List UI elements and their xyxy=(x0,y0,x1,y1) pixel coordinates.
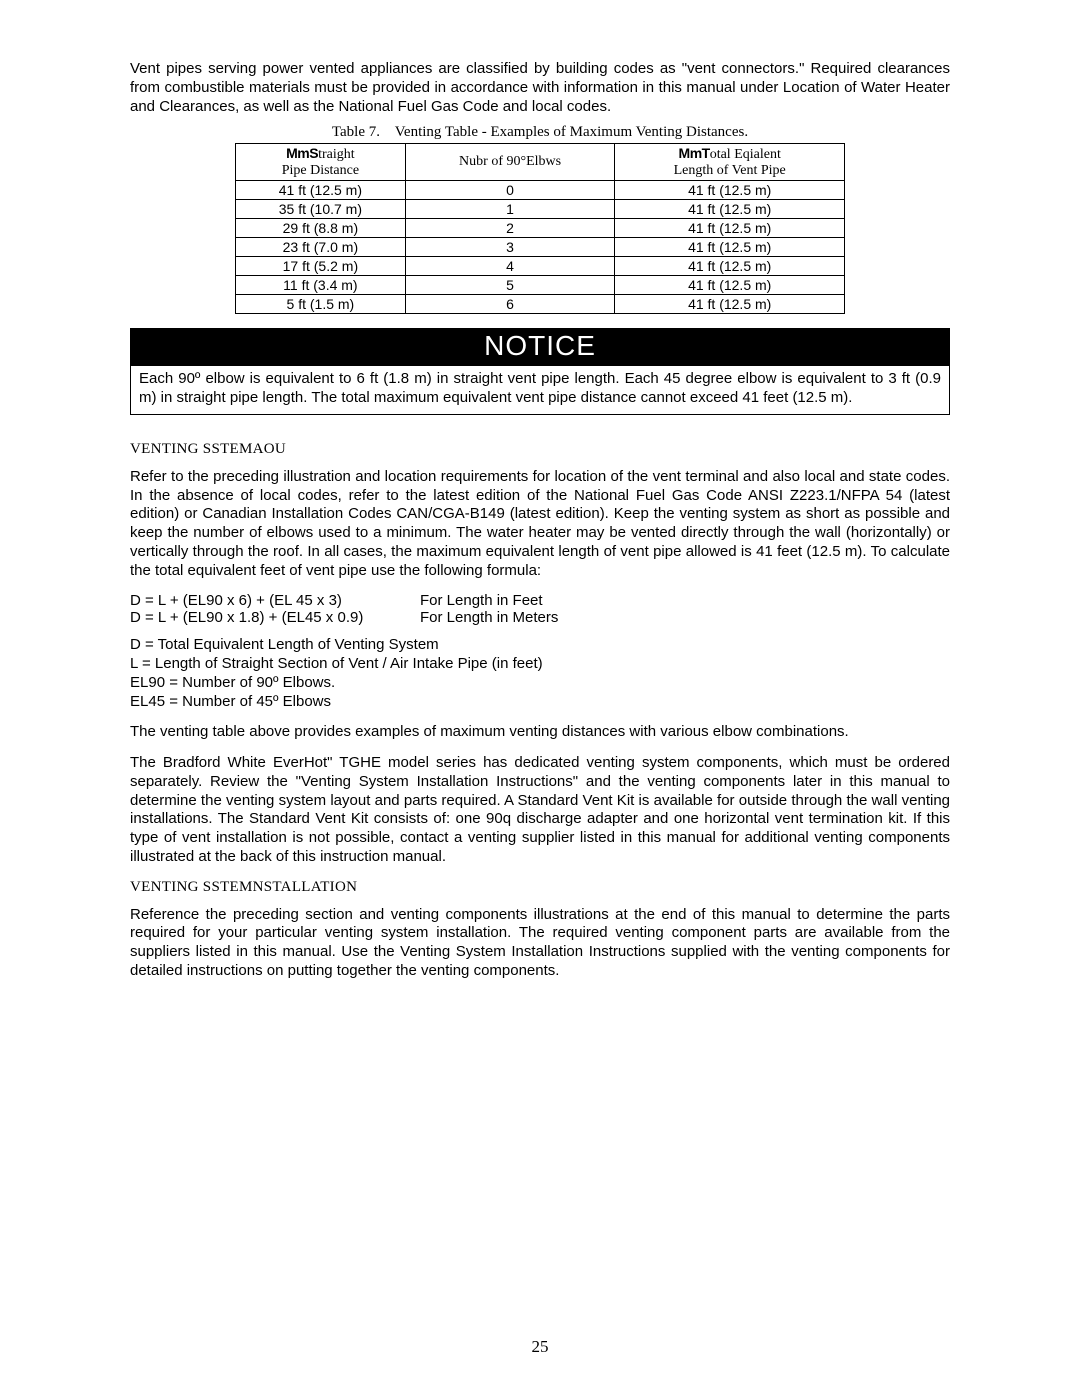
def-L: L = Length of Straight Section of Vent /… xyxy=(130,655,950,674)
formula-row-2: D = L + (EL90 x 1.8) + (EL45 x 0.9) For … xyxy=(130,609,950,626)
table-row: 17 ft (5.2 m)441 ft (12.5 m) xyxy=(236,257,845,276)
table-header-col3: MmTotal Eqialent Length of Vent Pipe xyxy=(615,144,845,181)
th1-rest: traight xyxy=(318,147,355,162)
table-row: 35 ft (10.7 m)141 ft (12.5 m) xyxy=(236,200,845,219)
cell: 0 xyxy=(405,181,615,200)
formula2-left: D = L + (EL90 x 1.8) + (EL45 x 0.9) xyxy=(130,609,420,626)
def-EL90: EL90 = Number of 90º Elbows. xyxy=(130,674,950,693)
venting-install-heading: VENTING SSTEMNSTALLATION xyxy=(130,879,950,896)
formula-row-1: D = L + (EL90 x 6) + (EL 45 x 3) For Len… xyxy=(130,592,950,609)
cell: 1 xyxy=(405,200,615,219)
def-EL45: EL45 = Number of 45º Elbows xyxy=(130,693,950,712)
th3-rest: otal Eqialent xyxy=(710,147,781,162)
table-row: 11 ft (3.4 m)541 ft (12.5 m) xyxy=(236,276,845,295)
cell: 41 ft (12.5 m) xyxy=(615,200,845,219)
table-note-para: The venting table above provides example… xyxy=(130,723,950,742)
formula1-left: D = L + (EL90 x 6) + (EL 45 x 3) xyxy=(130,592,420,609)
cell: 5 ft (1.5 m) xyxy=(236,295,406,314)
cell: 41 ft (12.5 m) xyxy=(615,257,845,276)
venting-layout-para: Refer to the preceding illustration and … xyxy=(130,468,950,581)
definitions-block: D = Total Equivalent Length of Venting S… xyxy=(130,636,950,711)
th3-line2: Length of Vent Pipe xyxy=(674,163,786,178)
th2-rest: of 90°Elbws xyxy=(488,154,561,169)
table-header-col2: Nubr of 90°Elbws xyxy=(405,144,615,181)
formula1-right: For Length in Feet xyxy=(420,592,543,609)
cell: 6 xyxy=(405,295,615,314)
th1-line2: Pipe Distance xyxy=(282,163,359,178)
cell: 2 xyxy=(405,219,615,238)
cell: 23 ft (7.0 m) xyxy=(236,238,406,257)
cell: 5 xyxy=(405,276,615,295)
cell: 41 ft (12.5 m) xyxy=(615,238,845,257)
th1-strong: MmS xyxy=(286,145,318,161)
table-caption-text: Venting Table - Examples of Maximum Vent… xyxy=(395,124,748,140)
cell: 41 ft (12.5 m) xyxy=(615,219,845,238)
page-number: 25 xyxy=(0,1337,1080,1357)
table-row: 5 ft (1.5 m)641 ft (12.5 m) xyxy=(236,295,845,314)
intro-paragraph: Vent pipes serving power vented applianc… xyxy=(130,60,950,116)
cell: 17 ft (5.2 m) xyxy=(236,257,406,276)
venting-table: MmStraight Pipe Distance Nubr of 90°Elbw… xyxy=(235,143,845,314)
cell: 11 ft (3.4 m) xyxy=(236,276,406,295)
cell: 41 ft (12.5 m) xyxy=(615,276,845,295)
def-D: D = Total Equivalent Length of Venting S… xyxy=(130,636,950,655)
notice-title: NOTICE xyxy=(130,328,950,366)
table-row: 23 ft (7.0 m)341 ft (12.5 m) xyxy=(236,238,845,257)
table-row: 29 ft (8.8 m)241 ft (12.5 m) xyxy=(236,219,845,238)
cell: 41 ft (12.5 m) xyxy=(615,181,845,200)
table-caption: Table 7. Venting Table - Examples of Max… xyxy=(130,124,950,141)
cell: 41 ft (12.5 m) xyxy=(615,295,845,314)
th2-pre: Nubr xyxy=(459,154,488,169)
bradford-para: The Bradford White EverHot" TGHE model s… xyxy=(130,754,950,867)
table-row: 41 ft (12.5 m)041 ft (12.5 m) xyxy=(236,181,845,200)
cell: 3 xyxy=(405,238,615,257)
formula-block: D = L + (EL90 x 6) + (EL 45 x 3) For Len… xyxy=(130,592,950,626)
cell: 29 ft (8.8 m) xyxy=(236,219,406,238)
table-header-row: MmStraight Pipe Distance Nubr of 90°Elbw… xyxy=(236,144,845,181)
table-header-col1: MmStraight Pipe Distance xyxy=(236,144,406,181)
venting-install-para: Reference the preceding section and vent… xyxy=(130,906,950,981)
venting-layout-heading: VENTING SSTEMAOU xyxy=(130,441,950,458)
cell: 4 xyxy=(405,257,615,276)
table-body: 41 ft (12.5 m)041 ft (12.5 m) 35 ft (10.… xyxy=(236,181,845,314)
th3-strong: MmT xyxy=(679,145,710,161)
table-caption-label: Table 7. xyxy=(332,124,380,140)
cell: 41 ft (12.5 m) xyxy=(236,181,406,200)
cell: 35 ft (10.7 m) xyxy=(236,200,406,219)
notice-body: Each 90º elbow is equivalent to 6 ft (1.… xyxy=(130,366,950,415)
formula2-right: For Length in Meters xyxy=(420,609,558,626)
